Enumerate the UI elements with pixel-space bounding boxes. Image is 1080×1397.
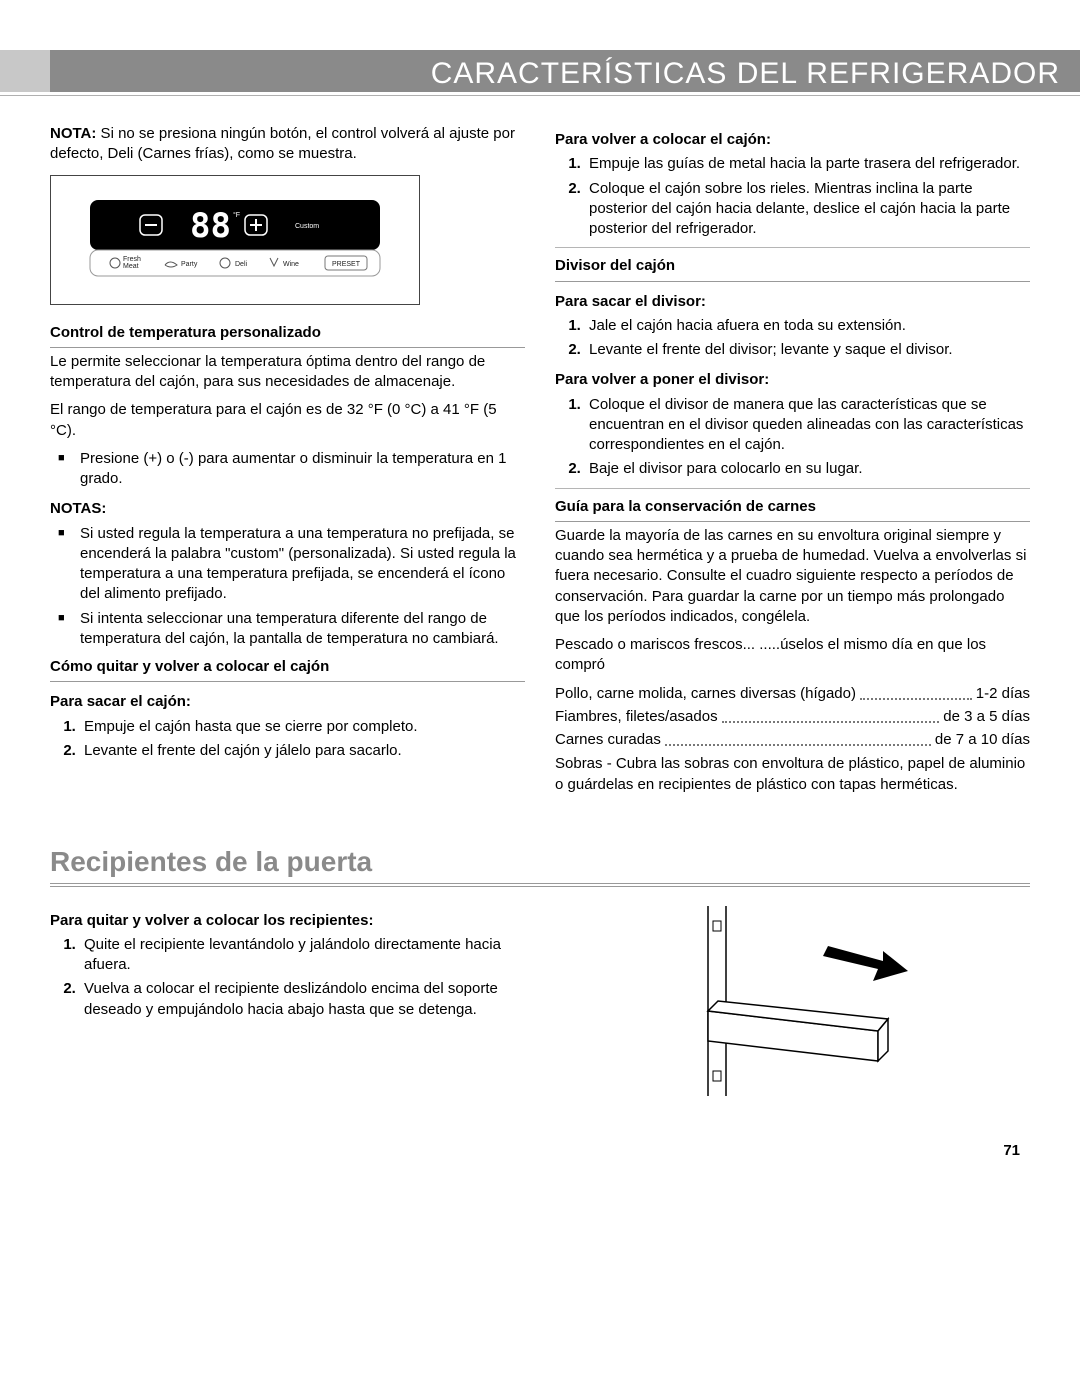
header-lead [0, 50, 50, 92]
custom-temp-p1: Le permite seleccionar la temperatura óp… [50, 352, 525, 393]
meat-row-2: Pollo, carne molida, carnes diversas (hí… [555, 684, 1030, 704]
panel-opt-meat: Fresh [123, 256, 141, 263]
subhead-meat-guide: Guía para la conservación de carnes [555, 497, 1030, 522]
door-bins-sub: Para quitar y volver a colocar los recip… [50, 911, 525, 931]
control-panel-figure: 88 °F Custom Fresh Meat Party Deli [50, 175, 420, 305]
nota-text: Si no se presiona ningún botón, el contr… [50, 125, 515, 162]
panel-opt-party: Party [181, 261, 198, 268]
nota-label: NOTA: [50, 125, 96, 142]
custom-temp-bullet: Presione (+) o (-) para aumentar o dismi… [80, 449, 525, 490]
custom-temp-p2: El rango de temperatura para el cajón es… [50, 400, 525, 441]
remove-divider-step-1: Jale el cajón hacia afuera en toda su ex… [585, 316, 1030, 336]
notas-bullet-1: Si usted regula la temperatura a una tem… [80, 524, 525, 605]
panel-custom-label: Custom [295, 223, 319, 230]
nota-paragraph: NOTA: Si no se presiona ningún botón, el… [50, 124, 525, 165]
door-bin-illustration [648, 901, 938, 1101]
panel-unit: °F [233, 211, 240, 219]
lower-left-column: Para quitar y volver a colocar los recip… [50, 901, 525, 1101]
replace-drawer-sub: Para volver a colocar el cajón: [555, 130, 1030, 150]
replace-divider-step-2: Baje el divisor para colocarlo en su lug… [585, 459, 1030, 479]
remove-drawer-step-2: Levante el frente del cajón y jálelo par… [80, 741, 525, 761]
replace-drawer-step-1: Empuje las guías de metal hacia la parte… [585, 154, 1030, 174]
meat-guide-intro: Guarde la mayoría de las carnes en su en… [555, 526, 1030, 627]
panel-opt-deli: Deli [235, 261, 248, 268]
right-column: Para volver a colocar el cajón: Empuje l… [555, 120, 1030, 803]
meat-row-4: Carnes curadasde 7 a 10 días [555, 730, 1030, 750]
notas-bullet-2: Si intenta seleccionar una temperatura d… [80, 609, 525, 650]
remove-drawer-sub: Para sacar el cajón: [50, 692, 525, 712]
divider-rule-1 [555, 247, 1030, 248]
remove-divider-step-2: Levante el frente del divisor; levante y… [585, 340, 1030, 360]
subhead-custom-temp: Control de temperatura personalizado [50, 323, 525, 348]
panel-digits: 88 [190, 206, 231, 246]
replace-divider-sub: Para volver a poner el divisor: [555, 370, 1030, 390]
door-bins-step-2: Vuelva a colocar el recipiente deslizánd… [80, 979, 525, 1020]
left-column: NOTA: Si no se presiona ningún botón, el… [50, 120, 525, 803]
panel-preset-label: PRESET [332, 261, 361, 268]
section-title-door-bins: Recipientes de la puerta [50, 843, 1030, 881]
page-number: 71 [0, 1101, 1080, 1161]
remove-drawer-step-1: Empuje el cajón hasta que se cierre por … [80, 717, 525, 737]
notas-label: NOTAS: [50, 499, 525, 519]
replace-drawer-step-2: Coloque el cajón sobre los rieles. Mient… [585, 179, 1030, 240]
meat-row-1: Pescado o mariscos frescos... .....úselo… [555, 635, 1030, 676]
door-bins-step-1: Quite el recipiente levantándolo y jalán… [80, 935, 525, 976]
replace-divider-step-1: Coloque el divisor de manera que las car… [585, 395, 1030, 456]
meat-row-3: Fiambres, filetes/asadosde 3 a 5 días [555, 707, 1030, 727]
panel-opt-wine: Wine [283, 261, 299, 268]
page-header-title: CARACTERÍSTICAS DEL REFRIGERADOR [50, 50, 1080, 92]
header-banner: CARACTERÍSTICAS DEL REFRIGERADOR [0, 50, 1080, 92]
divider-rule-2 [555, 488, 1030, 489]
meat-guide-leftovers: Sobras - Cubra las sobras con envoltura … [555, 754, 1030, 795]
remove-divider-sub: Para sacar el divisor: [555, 292, 1030, 312]
svg-text:Meat: Meat [123, 263, 139, 270]
lower-right-column [555, 901, 1030, 1101]
subhead-divider: Divisor del cajón [555, 256, 1030, 281]
subhead-remove-drawer: Cómo quitar y volver a colocar el cajón [50, 657, 525, 682]
